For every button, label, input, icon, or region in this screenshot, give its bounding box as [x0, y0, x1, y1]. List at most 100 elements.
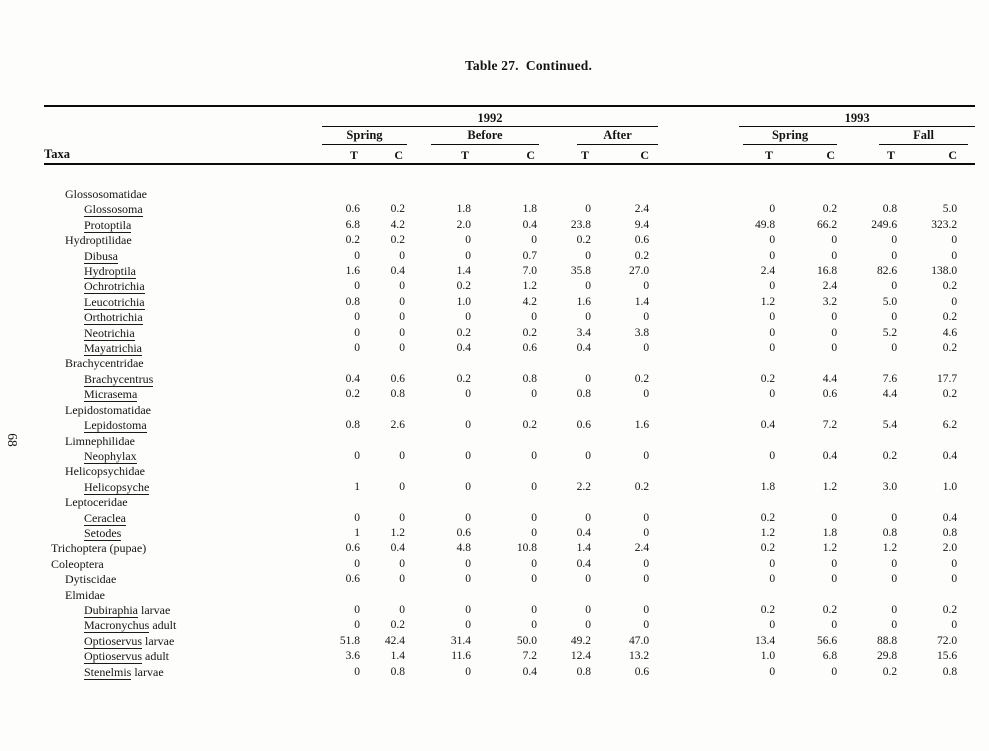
- cell-spring92-t: 0: [354, 511, 360, 524]
- column-gap: [658, 511, 739, 526]
- taxon-label: Brachycentridae: [65, 356, 144, 371]
- cell-after92-t: 49.2: [570, 634, 591, 647]
- cell-after92-c: 0.2: [634, 372, 650, 385]
- cell-fall93-t: 82.6: [876, 265, 898, 278]
- cell-before92-c: 7.0: [522, 265, 537, 278]
- cell-spring93-c: [777, 403, 839, 418]
- cell-after92-t: [539, 356, 593, 371]
- cell-spring93-t: 0: [769, 557, 776, 570]
- cell-spring92-t: 3.6: [345, 650, 360, 663]
- cell-spring93-t: 1.2: [760, 295, 776, 308]
- cell-spring92-t: 0: [354, 619, 360, 632]
- cell-spring93-c: 3.2: [822, 295, 838, 308]
- cell-fall93-c: [899, 434, 975, 449]
- season-spring-1992-header: Spring: [322, 127, 407, 145]
- season-spring-1993-header: Spring: [739, 127, 839, 145]
- cell-spring92-c: 4.2: [390, 218, 405, 231]
- cell-before92-t: 1.4: [456, 265, 471, 278]
- cell-fall93-t: 5.4: [882, 419, 898, 432]
- cell-spring92-c: 1.2: [390, 526, 405, 539]
- cell-before92-c: 0: [531, 619, 537, 632]
- table-row: Neophylax 0 0 0 0 0 0 0 0.4 0.2 0.4: [44, 448, 975, 464]
- cell-spring93-c: 0.4: [822, 449, 838, 462]
- cell-before92-c: 0.6: [522, 342, 537, 355]
- taxa-column-header: Taxa: [44, 145, 322, 165]
- column-gap: [658, 264, 739, 279]
- cell-spring92-c: [362, 403, 407, 418]
- column-gap: [658, 495, 739, 510]
- cell-before92-t: 0: [465, 249, 471, 262]
- cell-spring92-c: 0.8: [390, 388, 405, 401]
- cell-spring92-c: [362, 187, 407, 202]
- column-gap: [658, 310, 739, 325]
- season-before-1992-header: Before: [407, 127, 539, 145]
- table-row: Macronychus adult 0 0.2 0 0 0 0 0 0 0 0: [44, 618, 975, 634]
- cell-before92-t: 0: [465, 557, 471, 570]
- cell-spring92-c: 42.4: [384, 634, 405, 647]
- cell-spring93-t: [739, 356, 777, 371]
- taxon-label: Helicopsychidae: [65, 464, 145, 479]
- column-gap: [658, 106, 739, 127]
- cell-fall93-c: 0: [951, 619, 958, 632]
- column-gap: [658, 233, 739, 248]
- cell-before92-t: 0: [465, 388, 471, 401]
- table-row: Ceraclea 0 0 0 0 0 0 0.2 0 0 0.4: [44, 510, 975, 526]
- cell-fall93-c: 0.2: [942, 342, 958, 355]
- column-gap: [658, 449, 739, 464]
- cell-before92-t: 0: [465, 234, 471, 247]
- cell-spring93-c: 0: [831, 342, 838, 355]
- cell-before92-c: 0.7: [522, 249, 537, 262]
- taxon-label: Brachycentrus: [84, 371, 154, 387]
- cell-spring93-t: 0: [769, 665, 776, 678]
- taxon-label: Glossosomatidae: [65, 187, 147, 201]
- cell-after92-c: [593, 588, 658, 603]
- taxon-label: Leptoceridae: [65, 495, 128, 510]
- cell-fall93-c: [899, 588, 975, 603]
- cell-after92-c: 0: [643, 573, 650, 586]
- cell-before92-c: [473, 356, 539, 371]
- cell-fall93-t: 0: [891, 619, 898, 632]
- header-before92-c: C: [473, 145, 539, 165]
- cell-after92-t: [539, 187, 593, 202]
- taxon-label: Helicopsyche: [84, 479, 150, 495]
- cell-spring92-c: 0: [399, 449, 405, 462]
- cell-after92-t: [539, 464, 593, 479]
- cell-fall93-t: 249.6: [871, 218, 898, 231]
- cell-spring93-c: 0: [831, 249, 838, 262]
- cell-after92-t: 0.4: [576, 342, 591, 355]
- cell-before92-c: 0: [531, 526, 537, 539]
- cell-after92-t: 0: [585, 511, 591, 524]
- header-spring92-c: C: [362, 145, 407, 165]
- cell-after92-t: 0: [585, 573, 591, 586]
- cell-before92-c: [473, 403, 539, 418]
- cell-spring92-c: [362, 434, 407, 449]
- taxa-table-body: Glossosomatidae Glossosoma 0.6 0.2 1.8 1…: [44, 164, 975, 680]
- season-fall-1993-header: Fall: [839, 127, 975, 145]
- cell-fall93-c: 138.0: [931, 265, 958, 278]
- taxon-label: Ceraclea: [84, 510, 126, 526]
- taxon-label: Optioservus adult: [84, 649, 169, 665]
- taxon-label: Elmidae: [65, 587, 105, 602]
- cell-before92-t: [407, 495, 473, 510]
- taxon-label: Leucotrichia: [84, 294, 145, 310]
- cell-spring93-t: [739, 495, 777, 510]
- cell-spring92-c: [362, 588, 407, 603]
- year-header-row: 1992 1993: [44, 106, 976, 127]
- cell-fall93-c: 4.6: [942, 326, 958, 339]
- cell-fall93-c: [899, 187, 975, 202]
- cell-after92-t: 0: [585, 280, 591, 293]
- cell-before92-c: 0.8: [522, 372, 537, 385]
- cell-after92-c: 0: [643, 449, 650, 462]
- cell-after92-c: 27.0: [628, 265, 650, 278]
- cell-before92-c: [473, 588, 539, 603]
- header-blank: [44, 106, 322, 127]
- cell-before92-c: [473, 464, 539, 479]
- cell-spring92-t: 51.8: [339, 634, 360, 647]
- cell-fall93-t: 3.0: [882, 480, 898, 493]
- table-row: Dubiraphia larvae 0 0 0 0 0 0 0.2 0.2 0 …: [44, 602, 975, 618]
- cell-fall93-c: 1.0: [942, 480, 958, 493]
- cell-spring93-t: [739, 187, 777, 202]
- header-after92-t: T: [539, 145, 593, 165]
- taxon-label: Lepidostomatidae: [65, 402, 151, 417]
- cell-spring92-t: 0: [354, 311, 360, 324]
